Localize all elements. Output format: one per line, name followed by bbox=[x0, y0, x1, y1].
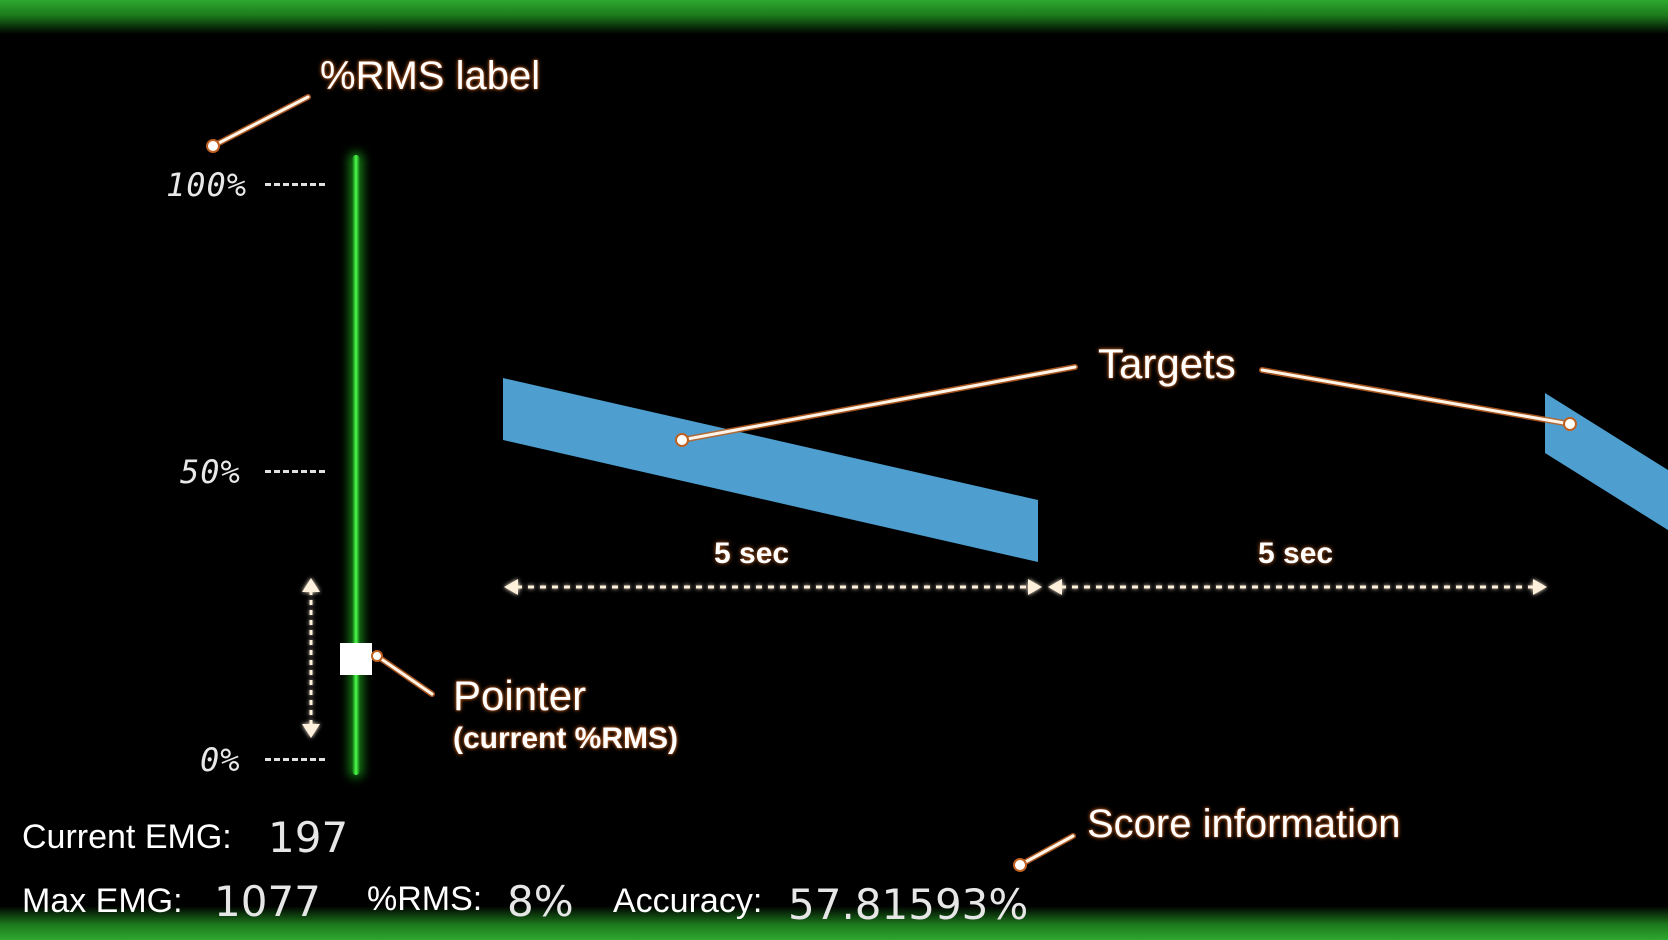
scale-label-50: 50% bbox=[180, 453, 241, 491]
top-frame-bar bbox=[0, 0, 1668, 34]
scale-tick-50 bbox=[265, 470, 325, 473]
scale-label-0: 0% bbox=[200, 741, 241, 779]
rms-label-annotation: %RMS label bbox=[320, 54, 541, 98]
targets-annotation: Targets bbox=[1098, 340, 1236, 387]
target-anchor-dot-left bbox=[675, 433, 689, 447]
score-leader bbox=[1018, 834, 1075, 867]
max-emg-value: 1077 bbox=[214, 877, 321, 926]
double-headed-horizontal-arrow-icon-2 bbox=[1048, 579, 1547, 595]
pointer-subannotation: (current %RMS) bbox=[453, 722, 679, 755]
pointer-annotation: Pointer bbox=[453, 672, 587, 719]
duration-label-left: 5 sec bbox=[714, 537, 790, 570]
score-anchor-dot bbox=[1013, 858, 1027, 872]
rms-score-label: %RMS: bbox=[367, 880, 483, 918]
rms-label-anchor-dot bbox=[206, 139, 220, 153]
pointer-leader bbox=[375, 654, 434, 696]
emg-level-bar bbox=[352, 155, 360, 775]
target-band-2 bbox=[1545, 393, 1668, 530]
bottom-frame-bar bbox=[0, 906, 1668, 940]
score-info-annotation: Score information bbox=[1087, 802, 1401, 846]
pointer-anchor-dot bbox=[371, 650, 383, 662]
scale-tick-0 bbox=[265, 758, 325, 761]
double-headed-vertical-arrow-icon bbox=[302, 578, 320, 738]
target-anchor-dot-right bbox=[1563, 417, 1577, 431]
accuracy-label: Accuracy: bbox=[613, 882, 763, 920]
target-leader-left bbox=[680, 365, 1077, 442]
rms-score-value: 8% bbox=[507, 877, 574, 926]
rms-label-leader bbox=[211, 95, 310, 148]
max-emg-label: Max EMG: bbox=[22, 882, 183, 920]
scale-label-100: 100% bbox=[166, 166, 248, 204]
current-emg-label: Current EMG: bbox=[22, 818, 232, 856]
target-band-1 bbox=[503, 378, 1038, 562]
current-emg-value: 197 bbox=[268, 813, 349, 862]
duration-label-right: 5 sec bbox=[1258, 537, 1334, 570]
rms-pointer bbox=[340, 643, 372, 675]
target-leader-right bbox=[1260, 368, 1572, 426]
double-headed-horizontal-arrow-icon bbox=[504, 579, 1042, 595]
scale-tick-100 bbox=[265, 183, 325, 186]
accuracy-value: 57.81593% bbox=[788, 880, 1029, 929]
